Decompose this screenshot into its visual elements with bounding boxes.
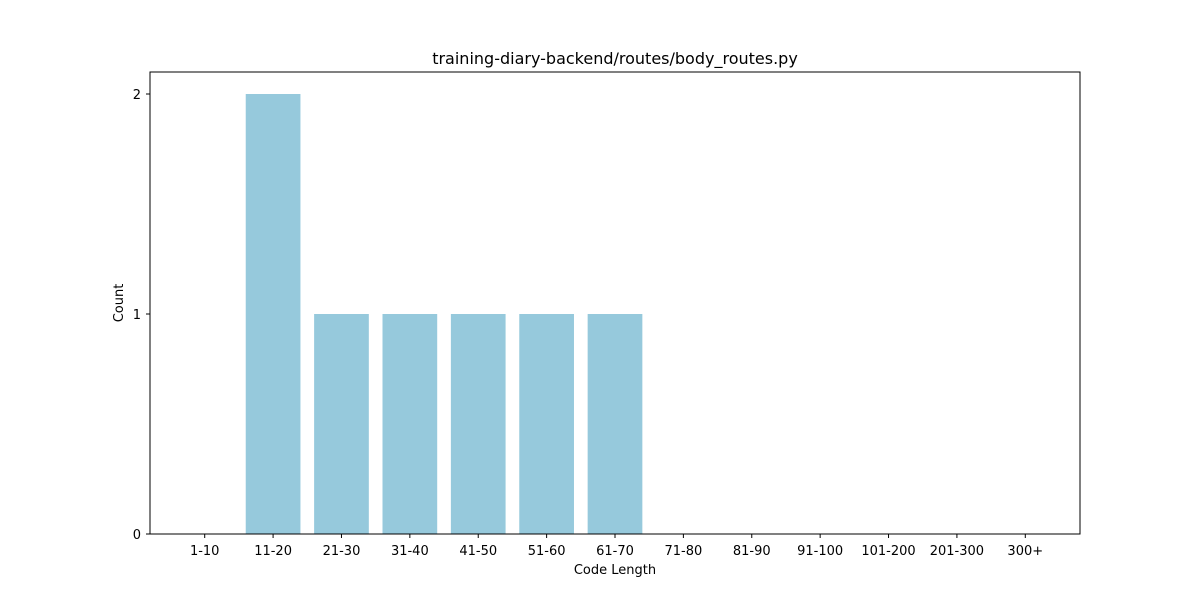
x-tick-label: 91-100 (797, 544, 843, 559)
y-tick-label: 1 (133, 308, 141, 323)
bar-11-20 (245, 94, 301, 534)
x-tick-label: 11-20 (254, 544, 292, 559)
x-axis-title: Code Length (574, 563, 656, 578)
x-tick-label: 300+ (1007, 544, 1043, 559)
y-tick-label: 0 (133, 528, 141, 543)
x-tick-label: 1-10 (190, 544, 220, 559)
y-axis-title: Count (112, 284, 127, 323)
x-tick-label: 41-50 (459, 544, 497, 559)
x-tick-label: 31-40 (391, 544, 429, 559)
x-tick-label: 201-300 (930, 544, 984, 559)
x-tick-label: 51-60 (528, 544, 566, 559)
chart-title: training-diary-backend/routes/body_route… (432, 49, 798, 69)
x-tick-label: 61-70 (596, 544, 634, 559)
bar-51-60 (519, 314, 574, 534)
x-tick-label: 81-90 (733, 544, 771, 559)
x-axis: 1-10 11-20 21-30 31-40 41-50 51-60 61-70 71-80 8… (190, 534, 1043, 559)
x-tick-label: 21-30 (323, 544, 361, 559)
bar-31-40 (382, 314, 438, 534)
x-tick-label: 101-200 (861, 544, 915, 559)
bar-21-30 (314, 314, 369, 534)
bar-41-50 (450, 314, 506, 534)
y-axis: 0 1 2 (133, 88, 150, 543)
bar-61-70 (587, 314, 643, 534)
bars-group (245, 94, 643, 534)
x-tick-label: 71-80 (664, 544, 702, 559)
y-tick-label: 2 (133, 88, 141, 103)
